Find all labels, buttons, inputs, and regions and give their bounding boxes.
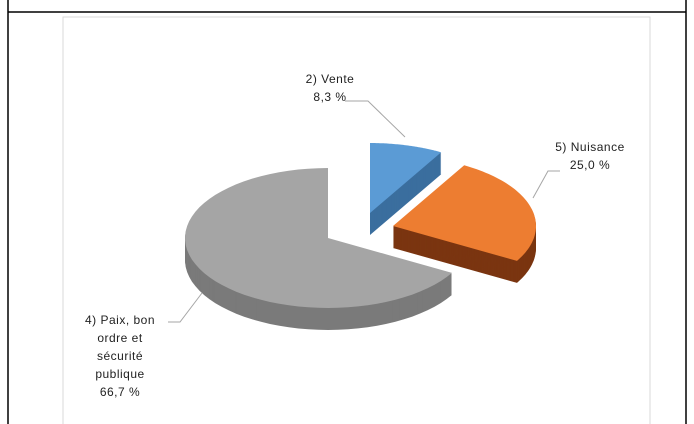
leader-line bbox=[345, 100, 406, 138]
leader-line bbox=[532, 170, 560, 199]
category-label: 4) Paix, bon ordre et sécurité publique bbox=[84, 313, 156, 381]
value-label: 66,7 % bbox=[99, 385, 141, 399]
pie-slice bbox=[393, 165, 536, 261]
data-label: 4) Paix, bon ordre et sécurité publique 6… bbox=[78, 311, 162, 401]
category-label: 2) Vente bbox=[305, 72, 355, 86]
pie-slice bbox=[185, 168, 452, 308]
pie-slice bbox=[370, 143, 442, 213]
value-label: 8,3 % bbox=[313, 90, 347, 104]
leader-line bbox=[168, 292, 203, 323]
chart-area bbox=[62, 16, 651, 424]
value-label: 25,0 % bbox=[569, 158, 611, 172]
pie bbox=[185, 143, 536, 330]
data-label: 2) Vente 8,3 % bbox=[290, 70, 370, 106]
data-label: 5) Nuisance 25,0 % bbox=[540, 138, 640, 174]
category-label: 5) Nuisance bbox=[555, 140, 625, 154]
